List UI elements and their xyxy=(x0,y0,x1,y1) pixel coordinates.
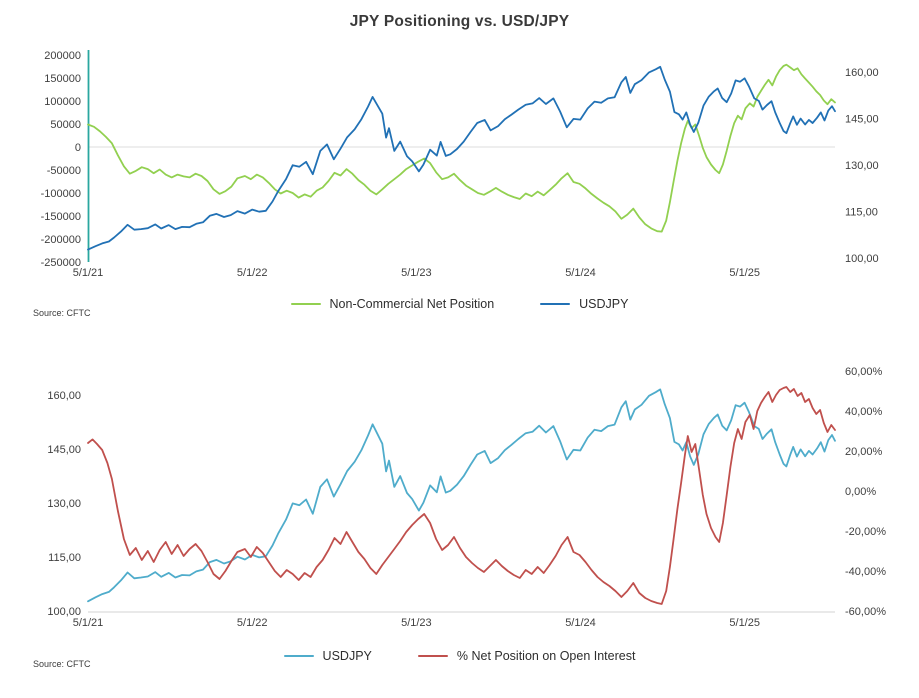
x-axis-label: 5/1/25 xyxy=(729,617,760,629)
legend-label: Non-Commercial Net Position xyxy=(329,297,495,311)
usdjpy-line-top xyxy=(87,65,836,251)
legend-label: % Net Position on Open Interest xyxy=(456,649,636,663)
y-axis-label-right: 160,00 xyxy=(845,67,879,79)
y-axis-label-left: 50000 xyxy=(50,119,81,131)
y-axis-label-left: 100,00 xyxy=(47,606,81,618)
y-axis-label-right: -60,00% xyxy=(845,606,886,618)
pct-oi-line xyxy=(87,386,836,605)
top-chart-source: Source: CFTC xyxy=(33,308,91,318)
y-axis-label-left: -250000 xyxy=(41,257,81,269)
x-axis-label: 5/1/24 xyxy=(565,267,596,279)
legend-swatch-usdjpy_bottom xyxy=(283,654,314,658)
legend-label: USDJPY xyxy=(322,649,372,663)
top-chart-legend: Non-Commercial Net Position USDJPY xyxy=(0,297,919,311)
x-axis-label: 5/1/22 xyxy=(237,617,268,629)
y-axis-label-left: -50000 xyxy=(47,165,81,177)
y-axis-label-left: 0 xyxy=(75,142,81,154)
y-axis-label-right: 20,00% xyxy=(845,446,883,458)
y-axis-label-right: 130,00 xyxy=(845,160,879,172)
legend-item: Non-Commercial Net Position xyxy=(290,297,495,311)
x-axis-label: 5/1/23 xyxy=(401,617,432,629)
y-axis-label-right: 145,00 xyxy=(845,113,879,125)
y-axis-label-left: 130,00 xyxy=(47,498,81,510)
y-axis-label-left: 150000 xyxy=(44,73,81,85)
bottom-chart-canvas: 160,00 145,00 130,00 115,00 100,00 60,00% 40,0… xyxy=(47,366,886,629)
bottom-chart-source: Source: CFTC xyxy=(33,659,91,669)
legend-swatch-pct_oi xyxy=(417,654,448,658)
x-axis-label: 5/1/23 xyxy=(401,267,432,279)
legend-swatch-usdjpy_top xyxy=(540,302,571,306)
x-axis-label: 5/1/21 xyxy=(73,267,104,279)
y-axis-label-left: -150000 xyxy=(41,211,81,223)
legend-swatch-net_position xyxy=(290,302,321,306)
bottom-chart-legend: USDJPY % Net Position on Open Interest xyxy=(0,649,919,663)
legend-item: USDJPY xyxy=(540,297,628,311)
x-axis-label: 5/1/24 xyxy=(565,617,596,629)
y-axis-label-right: 40,00% xyxy=(845,406,883,418)
usdjpy-line-bottom xyxy=(87,388,836,603)
y-axis-label-left: 200000 xyxy=(44,50,81,62)
x-axis-label: 5/1/21 xyxy=(73,617,104,629)
legend-label: USDJPY xyxy=(579,297,629,311)
y-axis-label-right: 0,00% xyxy=(845,486,876,498)
x-axis-label: 5/1/22 xyxy=(237,267,268,279)
legend-item: USDJPY xyxy=(283,649,372,663)
x-axis-label: 5/1/25 xyxy=(729,267,760,279)
y-axis-label-left: 115,00 xyxy=(48,552,81,564)
y-axis-label-right: -40,00% xyxy=(845,566,886,578)
legend-item: % Net Position on Open Interest xyxy=(417,649,636,663)
net-position-line xyxy=(87,63,836,233)
page-title: JPY Positioning vs. USD/JPY xyxy=(349,13,570,30)
y-axis-label-right: 60,00% xyxy=(845,366,883,378)
y-axis-label-left: -100000 xyxy=(41,188,81,200)
y-axis-label-left: 145,00 xyxy=(47,444,81,456)
y-axis-label-left: 160,00 xyxy=(47,390,81,402)
y-axis-label-right: 115,00 xyxy=(845,206,878,218)
y-axis-label-right: -20,00% xyxy=(845,526,886,538)
top-chart-canvas: 200000 150000 100000 50000 0 -50000 -100000 -15… xyxy=(41,50,879,279)
y-axis-label-left: 100000 xyxy=(44,96,81,108)
y-axis-label-left: -200000 xyxy=(41,234,81,246)
y-axis-label-right: 100,00 xyxy=(845,253,879,265)
